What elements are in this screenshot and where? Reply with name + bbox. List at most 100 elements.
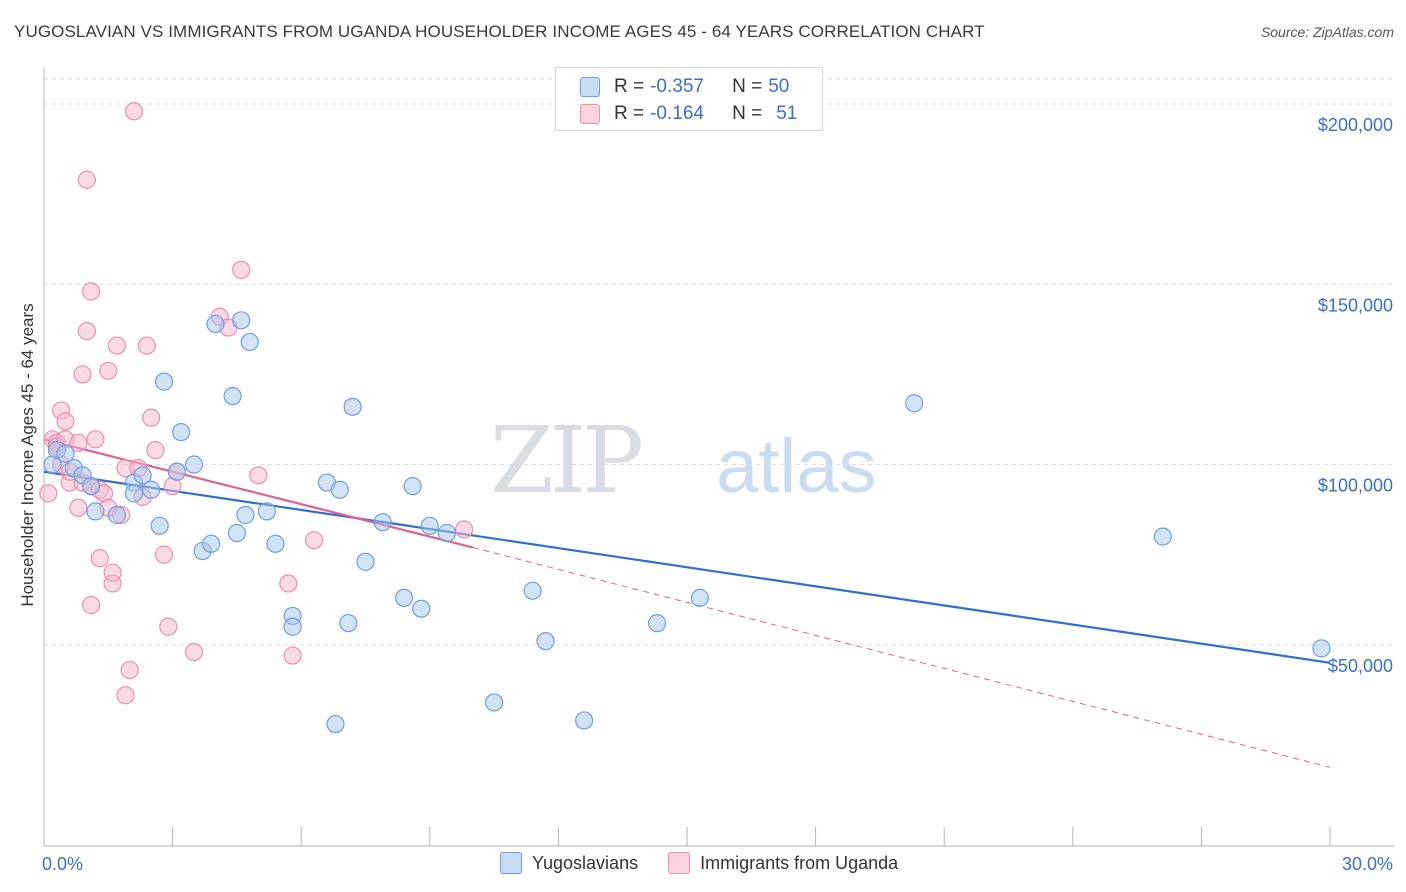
point-uganda [232, 260, 251, 279]
point-yugoslavian [86, 502, 105, 521]
n-value: 51 [776, 103, 798, 124]
point-uganda [124, 102, 144, 121]
point-uganda [279, 574, 298, 593]
x-tick-label: 30.0% [1342, 854, 1393, 874]
trend-line-uganda [43, 438, 473, 549]
point-yugoslavian [523, 581, 542, 600]
point-yugoslavian [232, 311, 251, 330]
point-yugoslavian [403, 477, 422, 496]
watermark-atlas: atlas [716, 424, 877, 509]
point-yugoslavian [373, 513, 392, 532]
point-yugoslavian [227, 523, 246, 543]
trend-line-uganda-extension [472, 546, 1331, 768]
point-uganda [116, 686, 135, 705]
point-uganda [249, 466, 268, 485]
swatch-pink [580, 104, 600, 124]
point-uganda [142, 408, 161, 427]
y-tick-label: $200,000 [1318, 115, 1393, 135]
r-value: -0.357 [650, 76, 704, 97]
legend-label-yugoslavians: Yugoslavians [532, 852, 639, 873]
point-yugoslavian [172, 422, 191, 442]
y-tick-label: $100,000 [1318, 476, 1393, 496]
point-yugoslavian [1312, 639, 1331, 658]
point-yugoslavian [266, 534, 285, 553]
point-uganda [77, 170, 96, 189]
point-uganda [82, 282, 101, 301]
legend-swatch-pink [668, 852, 691, 874]
point-yugoslavian [905, 394, 924, 413]
point-uganda [73, 365, 92, 384]
point-yugoslavian [283, 617, 302, 636]
point-uganda [154, 545, 174, 564]
swatch-blue [580, 77, 600, 97]
legend-item-yugoslavians: Yugoslavians [500, 852, 638, 874]
point-yugoslavian [206, 314, 225, 334]
point-yugoslavian [236, 505, 255, 525]
point-uganda [184, 642, 204, 662]
point-uganda [69, 498, 88, 517]
point-yugoslavian [536, 632, 555, 651]
point-yugoslavian [150, 516, 169, 535]
point-uganda [82, 596, 101, 615]
point-uganda [159, 617, 178, 636]
point-yugoslavian [575, 711, 594, 730]
point-yugoslavian [107, 505, 126, 525]
point-yugoslavian [202, 534, 221, 553]
r-label: R = [614, 76, 645, 97]
point-uganda [99, 361, 118, 380]
tick-labels: $50,000 $100,000 $150,000 $200,000 0.0% 30.0% [42, 115, 1393, 874]
point-yugoslavian [394, 588, 414, 608]
gridlines [44, 78, 1395, 646]
point-yugoslavian [142, 480, 161, 499]
point-uganda [454, 520, 474, 539]
y-tick-label: $50,000 [1328, 656, 1393, 676]
point-yugoslavian [647, 614, 667, 633]
point-uganda [90, 549, 109, 568]
point-yugoslavian [330, 480, 349, 499]
point-yugoslavian [339, 614, 358, 633]
point-yugoslavian [412, 599, 431, 618]
y-tick-label: $150,000 [1318, 295, 1393, 315]
point-yugoslavian [167, 462, 186, 481]
point-yugoslavian [420, 516, 439, 535]
stats-legend: R = -0.357 N = 50 R = -0.164 N = 51 [555, 67, 823, 131]
point-yugoslavian [437, 523, 457, 543]
y-axis-label: Householder Income Ages 45 - 64 years [18, 303, 37, 607]
point-uganda [146, 441, 165, 460]
point-yugoslavian [124, 484, 144, 503]
point-yugoslavian [690, 588, 709, 608]
point-yugoslavian [1153, 527, 1172, 546]
data-points [39, 102, 1331, 734]
point-yugoslavian [485, 693, 504, 712]
point-yugoslavian [326, 714, 345, 734]
point-yugoslavian [356, 552, 375, 571]
legend-item-uganda: Immigrants from Uganda [668, 852, 898, 874]
point-yugoslavian [133, 466, 152, 485]
point-uganda [103, 563, 122, 582]
point-uganda [69, 433, 88, 452]
axes [43, 68, 1395, 847]
point-yugoslavian [184, 455, 204, 474]
point-yugoslavian [240, 332, 259, 352]
trend-lines [43, 438, 1331, 768]
point-uganda [304, 531, 324, 550]
n-value: 50 [768, 76, 790, 97]
point-yugoslavian [56, 444, 75, 463]
point-uganda [107, 336, 126, 355]
point-yugoslavian [82, 477, 101, 496]
r-label: R = [614, 103, 645, 124]
point-yugoslavian [257, 502, 277, 521]
stats-row-uganda: R = -0.164 N = 51 [580, 101, 797, 127]
point-yugoslavian [223, 386, 242, 406]
point-uganda [86, 430, 105, 449]
r-value: -0.164 [650, 103, 704, 124]
legend-label-uganda: Immigrants from Uganda [700, 852, 899, 873]
point-uganda [39, 484, 58, 503]
chart-title: YUGOSLAVIAN VS IMMIGRANTS FROM UGANDA HO… [14, 22, 985, 41]
x-tick-label: 0.0% [42, 854, 83, 874]
stats-row-yugoslavians: R = -0.357 N = 50 [580, 74, 789, 100]
watermark: ZIP atlas [490, 407, 877, 514]
point-yugoslavian [343, 397, 362, 416]
source-label: Source: ZipAtlas.com [1260, 24, 1394, 40]
